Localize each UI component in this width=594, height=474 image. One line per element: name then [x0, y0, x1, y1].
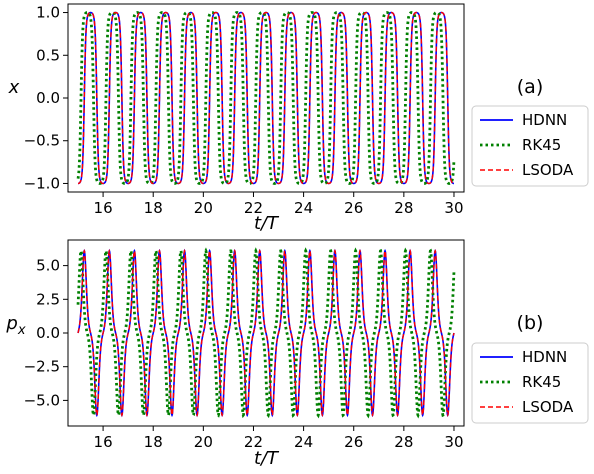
panel-a-x-tick-label: 30 — [444, 199, 463, 217]
panel-b-y-tick-label: −2.5 — [24, 358, 60, 376]
panel-a-x-tick-label: 28 — [394, 199, 413, 217]
panel-a-legend-box — [471, 105, 589, 187]
panel-b-y-tick-label: 2.5 — [36, 290, 60, 308]
panel-a-x-axis-label: t/T — [254, 213, 280, 234]
panel-b-series-lsoda-line — [77, 249, 455, 417]
panel-b-chart: 16 18 20 22 24 26 28 30 5.0 2.5 0.0 −2.5 −5.0 t/T px… — [5, 239, 589, 469]
panel-b-y-axis-label-main: p — [5, 313, 17, 334]
panel-a-plot-frame — [67, 3, 465, 193]
panel-b-legend-lsoda-label: LSODA — [522, 398, 574, 416]
panel-a-y-axis-label: x — [8, 77, 20, 98]
panel-b-x-tick-label: 18 — [144, 433, 163, 451]
panel-b-legend-rk45-label: RK45 — [522, 373, 561, 391]
panel-a-x-tick-label: 18 — [144, 199, 163, 217]
panel-a-legend: HDNN RK45 LSODA — [471, 105, 589, 187]
panel-a-chart: 16 18 20 22 24 26 28 301.00.50.0−0.5−1.0 t/T x … — [8, 3, 589, 234]
panel-a-x-tick-label: 24 — [294, 199, 313, 217]
panel-b-panel-label: (b) — [517, 312, 544, 334]
panel-b-x-axis-label: t/T — [254, 448, 280, 469]
panel-a-x-tick-label: 16 — [94, 199, 113, 217]
panel-a-y-tick-label: 0.5 — [36, 46, 60, 64]
panel-b-y-tick-label: −5.0 — [24, 391, 60, 409]
panel-b-ticks: 16 18 20 22 24 26 28 30 5.0 2.5 0.0 −2.5 −5.0 — [24, 257, 464, 451]
panel-a-series-lsoda-line — [78, 11, 454, 185]
panel-b-x-tick-label: 26 — [344, 433, 363, 451]
panel-a-x-tick-label: 20 — [194, 199, 213, 217]
panel-b-y-tick-label: 0.0 — [36, 324, 60, 342]
panel-b-legend: HDNN RK45 LSODA — [471, 342, 589, 424]
panel-a-legend-rk45-label: RK45 — [522, 136, 561, 154]
panel-a-series-hdnn-line — [78, 11, 454, 185]
panel-b-y-axis-label-sub: x — [17, 323, 26, 338]
panel-a-x-tick-label: 26 — [344, 199, 363, 217]
panel-b-x-tick-label: 28 — [394, 433, 413, 451]
panel-b-x-tick-label: 16 — [94, 433, 113, 451]
panel-a-x-tick-label: 22 — [244, 199, 263, 217]
panel-a-legend-lsoda-label: LSODA — [522, 161, 574, 179]
panel-a-y-tick-label: 0.0 — [36, 89, 60, 107]
panel-a-y-tick-label: −1.0 — [24, 174, 60, 192]
panel-b-legend-hdnn-label: HDNN — [522, 348, 567, 366]
panel-b-series-rk45-line — [76, 247, 456, 419]
panel-b-y-tick-label: 5.0 — [36, 257, 60, 275]
panel-b-series-layer — [76, 247, 456, 419]
panel-b-plot-frame — [67, 239, 465, 427]
panel-b-y-axis-label: px — [5, 313, 25, 338]
panel-b-x-tick-label: 24 — [294, 433, 313, 451]
panel-a-y-tick-label: 1.0 — [36, 4, 60, 22]
panel-a-ticks: 16 18 20 22 24 26 28 30 1.0 0.5 0.0 −0.5 −1.0 — [24, 4, 464, 217]
panel-a-panel-label: (a) — [517, 76, 543, 98]
panel-b-legend-box — [471, 342, 589, 424]
panel-b-x-tick-label: 22 — [244, 433, 263, 451]
panel-a-y-tick-label: −0.5 — [24, 132, 60, 150]
panel-b-series-hdnn-line — [77, 248, 455, 418]
panel-b-x-tick-label: 20 — [194, 433, 213, 451]
panel-a-series-layer — [76, 11, 456, 185]
panel-b-x-tick-label: 30 — [444, 433, 463, 451]
panel-a-legend-hdnn-label: HDNN — [522, 111, 567, 129]
